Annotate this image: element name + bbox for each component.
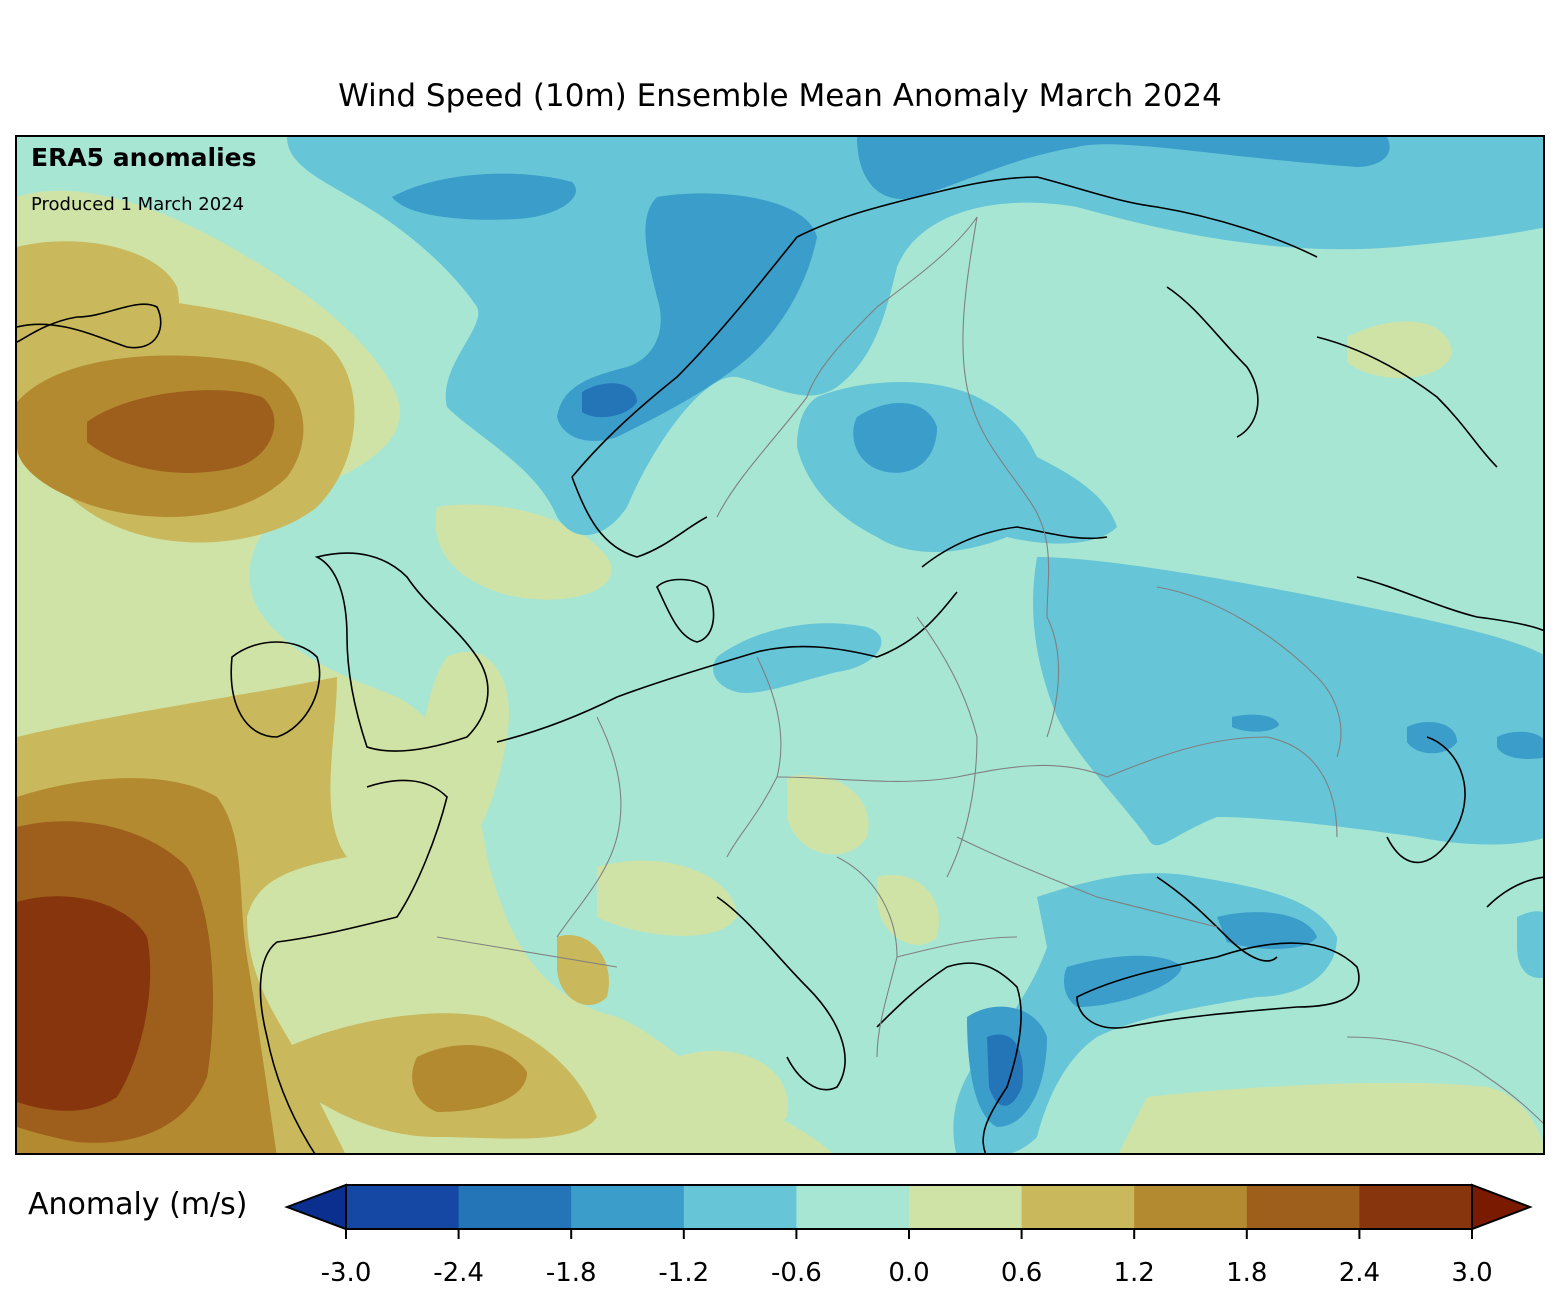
negative-zone-baltic: [797, 382, 1117, 552]
colorbar-under-arrow: [284, 1183, 347, 1231]
anomaly-field: [17, 137, 1543, 1153]
colorbar-tick-label: 2.4: [1338, 1258, 1381, 1288]
positive-zone-sardinia: [557, 935, 609, 1006]
colorbar-tick-label: -3.0: [320, 1258, 372, 1288]
colorbar-bin: [1134, 1185, 1248, 1229]
positive-zone-iberia-2: [412, 1045, 527, 1112]
colorbar-bin: [1021, 1185, 1135, 1229]
negative-zone-svalbard: [857, 137, 1390, 199]
negative-zone-ukraine: [1217, 912, 1317, 949]
positive-zone-uk: [418, 651, 509, 867]
negative-zone-norway-sea-2: [392, 173, 576, 220]
colorbar-bin: [796, 1185, 910, 1229]
colorbar-bin: [346, 1185, 460, 1229]
colorbar-tick-label: 1.2: [1113, 1258, 1155, 1288]
negative-zone-kazakh: [1497, 731, 1543, 759]
map-title: Wind Speed (10m) Ensemble Mean Anomaly M…: [338, 78, 1222, 114]
produced-date: Produced 1 March 2024: [31, 194, 245, 215]
anomaly-map: [15, 135, 1545, 1155]
positive-zone-russia: [1347, 321, 1452, 379]
negative-zone-norway-core: [582, 383, 637, 418]
colorbar-tick-label: 0.6: [1000, 1258, 1043, 1288]
negative-zone-aegean-core: [987, 1034, 1023, 1106]
colorbar-bin: [571, 1185, 685, 1229]
colorbar-tick-label: -0.6: [771, 1258, 822, 1288]
positive-zone-balkans: [877, 875, 939, 945]
colorbar-tick-label: 1.8: [1226, 1258, 1268, 1288]
negative-zone-norway-coast: [557, 193, 817, 441]
colorbar-tick-label: -1.8: [545, 1258, 597, 1288]
positive-zone-turkey: [1119, 1082, 1543, 1153]
colorbar-bin: [683, 1185, 797, 1229]
coastlines: [17, 176, 1543, 1153]
colorbar-bin: [909, 1185, 1023, 1229]
colorbar-over-arrow: [1471, 1183, 1533, 1231]
colorbar-bin: [1359, 1185, 1473, 1229]
positive-zone-iceland-4: [87, 390, 275, 473]
negative-zone-black-sea-2: [1064, 955, 1182, 1007]
colorbar-bins: [346, 1185, 1473, 1229]
colorbar-bin: [458, 1185, 572, 1229]
colorbar-tick-label: 0.0: [888, 1258, 930, 1288]
positive-zone-alps: [597, 860, 737, 936]
colorbar-tick-label: -1.2: [658, 1258, 710, 1288]
colorbar-label: Anomaly (m/s): [28, 1187, 248, 1222]
colorbar-tick-marks: [345, 1229, 1473, 1239]
negative-zone-gulf-bothnia: [853, 403, 937, 473]
colorbar-tick-label: -2.4: [433, 1258, 484, 1288]
negative-zone-caspian: [1517, 911, 1543, 978]
colorbar-bin: [1246, 1185, 1360, 1229]
colorbar-tick-label: 3.0: [1451, 1258, 1493, 1288]
positive-zone-azores-core: [17, 896, 151, 1111]
negative-zone-poland: [713, 623, 882, 693]
dataset-label: ERA5 anomalies: [31, 143, 257, 172]
negative-zone-volga: [1407, 722, 1457, 754]
negative-zone-russia: [1033, 557, 1543, 846]
negative-zone-don: [1232, 714, 1279, 732]
country-borders: [436, 216, 1543, 1124]
positive-zone-hungary: [787, 775, 869, 855]
positive-zone-italy: [677, 1050, 789, 1132]
colorbar-outline: [345, 1184, 1473, 1230]
